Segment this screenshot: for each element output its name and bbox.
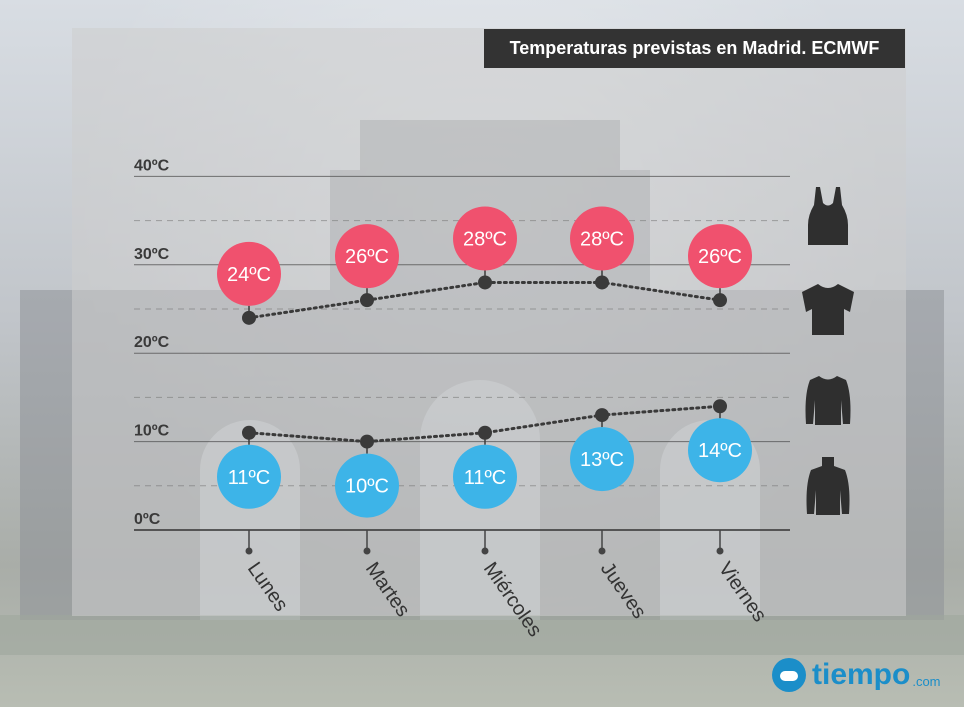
min-temp-bubble [570, 427, 634, 492]
chart-panel [72, 28, 906, 616]
day-label: Martes [361, 558, 414, 621]
max-temp-label: 26ºC [698, 246, 742, 268]
cloud-icon [772, 658, 806, 692]
max-temp-bubble [453, 206, 517, 271]
turtleneck-icon [806, 457, 850, 515]
chart-title: Temperaturas previstas en Madrid. ECMWF [484, 29, 905, 68]
x-tick-dot [598, 547, 606, 555]
min-temp-point [360, 434, 374, 449]
y-tick-label: 30ºC [134, 246, 170, 263]
min-temp-label: 11ºC [464, 467, 507, 489]
logo-text: tiempo [812, 658, 911, 691]
min-temp-label: 13ºC [580, 449, 624, 471]
min-temp-label: 10ºC [345, 476, 389, 498]
y-tick-label: 10ºC [134, 423, 170, 440]
max-temp-label: 24ºC [227, 264, 271, 286]
min-temp-label: 14ºC [698, 440, 742, 462]
max-temp-point [360, 293, 374, 308]
day-label: Viernes [714, 558, 771, 626]
max-temp-label: 28ºC [580, 228, 624, 250]
min-temp-point [242, 425, 256, 440]
min-temp-bubble [688, 418, 752, 483]
min-temp-bubble [453, 444, 517, 509]
max-temp-bubble [217, 241, 281, 306]
tiempo-logo[interactable]: tiempo .com [772, 655, 941, 695]
day-label: Jueves [596, 558, 650, 623]
y-tick-label: 20ºC [134, 334, 170, 351]
x-tick-dot [481, 547, 489, 555]
min-temp-point [478, 425, 492, 440]
max-temp-bubble [570, 206, 634, 271]
long-sleeve-icon [805, 376, 851, 425]
day-label: Lunes [243, 558, 292, 615]
max-temp-point [478, 275, 492, 290]
max-temp-point [713, 293, 727, 308]
max-temp-point [595, 275, 609, 290]
x-tick-dot [245, 547, 253, 555]
max-temp-bubble [688, 224, 752, 289]
tank-top-icon [808, 187, 848, 245]
y-tick-label: 0ºC [134, 511, 161, 528]
day-label: Miércoles [479, 558, 546, 641]
x-tick-dot [716, 547, 724, 555]
x-tick-dot [363, 547, 371, 555]
t-shirt-icon [802, 284, 854, 335]
max-temp-bubble [335, 224, 399, 289]
min-temp-bubble [217, 444, 281, 509]
min-temp-label: 11ºC [228, 467, 271, 489]
min-temp-point [595, 408, 609, 423]
max-temp-label: 28ºC [463, 228, 507, 250]
min-temp-bubble [335, 453, 399, 518]
min-temp-point [713, 399, 727, 414]
y-tick-label: 40ºC [134, 157, 170, 174]
max-temp-point [242, 310, 256, 325]
max-temp-label: 26ºC [345, 246, 389, 268]
logo-suffix: .com [912, 673, 941, 689]
